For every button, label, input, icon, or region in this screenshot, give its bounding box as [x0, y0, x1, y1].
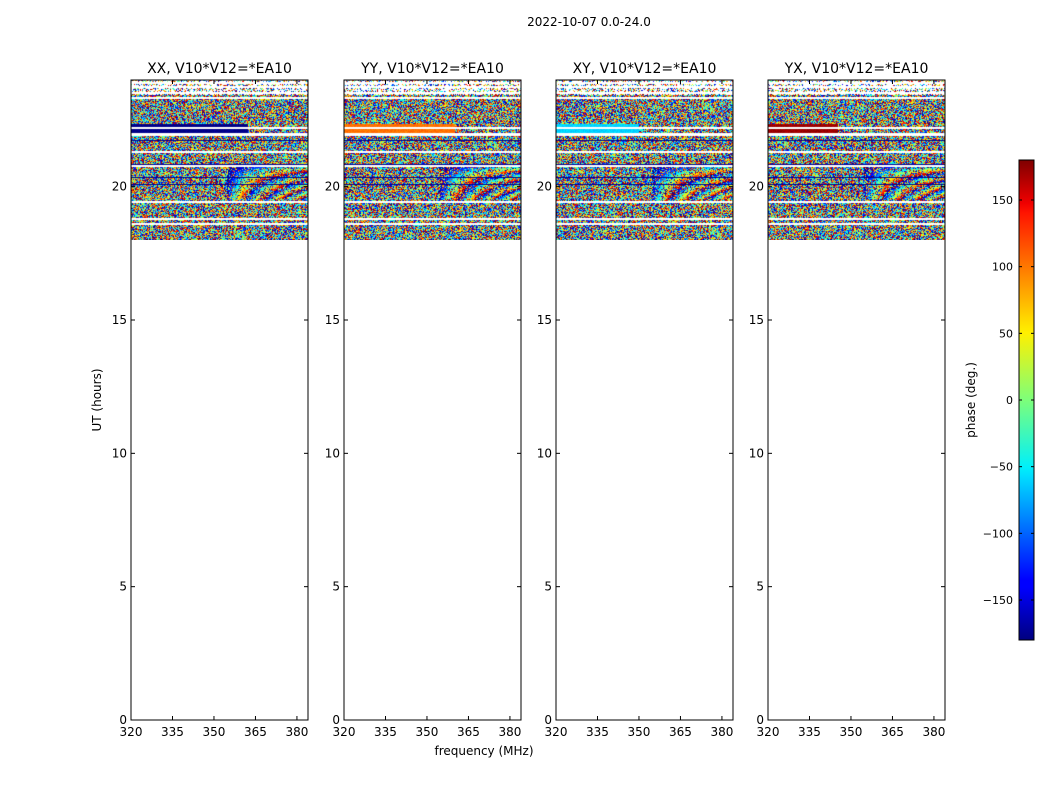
x-tick-label: 320: [757, 725, 780, 739]
x-tick-label: 350: [416, 725, 439, 739]
x-tick-label: 380: [710, 725, 733, 739]
panel-4: YX, V10*V12=*EA10 320 335 350 365 380 0 5 10 15 20: [749, 61, 946, 739]
panel-1: XX, V10*V12=*EA10 320 335 350 365 380 0 5 10 15 20: [112, 61, 309, 739]
y-tick-label: 5: [119, 580, 127, 594]
colorbar-tick-label: 50: [999, 327, 1013, 340]
colorbar-tick-label: 150: [992, 194, 1013, 207]
panel-3-title: XY, V10*V12=*EA10: [573, 61, 717, 77]
x-tick-label: 335: [586, 725, 609, 739]
y-tick-label: 5: [756, 580, 764, 594]
panel-2-heatmap: [344, 80, 521, 240]
y-tick-label: 10: [749, 446, 764, 460]
y-tick-label: 20: [749, 180, 764, 194]
colorbar-tick-label: 100: [992, 261, 1013, 274]
y-tick-label: 5: [332, 580, 340, 594]
y-tick-label: 10: [325, 446, 340, 460]
colorbar-tick-label: −150: [983, 594, 1013, 607]
x-tick-label: 365: [244, 725, 267, 739]
panel-4-frame: [767, 79, 946, 721]
colorbar-ticks: −150 −100 −50 0 50 100 150: [983, 194, 1034, 607]
x-tick-label: 380: [922, 725, 945, 739]
y-tick-label: 20: [112, 180, 127, 194]
x-tick-label: 350: [840, 725, 863, 739]
panel-2-title: YY, V10*V12=*EA10: [360, 61, 504, 77]
y-tick-label: 0: [544, 713, 552, 727]
x-tick-label: 350: [628, 725, 651, 739]
panel-3: XY, V10*V12=*EA10 320 335 350 365 380 0 5 10 15 20: [537, 61, 734, 739]
y-tick-label: 0: [119, 713, 127, 727]
x-tick-label: 380: [285, 725, 308, 739]
y-tick-label: 10: [537, 446, 552, 460]
y-tick-label: 15: [537, 313, 552, 327]
colorbar: −150 −100 −50 0 50 100 150 phase (deg.): [964, 159, 1035, 641]
x-tick-label: 320: [120, 725, 143, 739]
x-tick-label: 320: [545, 725, 568, 739]
panels-group: XX, V10*V12=*EA10 320 335 350 365 380 0 5 10 15 20…: [112, 61, 946, 739]
panel-4-title: YX, V10*V12=*EA10: [784, 61, 929, 77]
y-tick-label: 15: [112, 313, 127, 327]
panel-3-frame: [555, 79, 734, 721]
x-tick-label: 350: [203, 725, 226, 739]
colorbar-tick-label: 0: [1006, 394, 1013, 407]
y-axis-label: UT (hours): [90, 368, 104, 431]
y-tick-label: 20: [537, 180, 552, 194]
x-axis-label: frequency (MHz): [434, 744, 533, 758]
panel-3-heatmap: [556, 80, 733, 240]
panel-1-frame: [130, 79, 309, 721]
colorbar-tick-label: −50: [990, 461, 1013, 474]
x-tick-label: 365: [457, 725, 480, 739]
colorbar-label: phase (deg.): [964, 362, 978, 438]
y-tick-label: 15: [749, 313, 764, 327]
x-tick-label: 365: [881, 725, 904, 739]
panel-2-frame: [343, 79, 522, 721]
y-tick-label: 15: [325, 313, 340, 327]
suptitle: 2022-10-07 0.0-24.0: [527, 15, 651, 29]
x-tick-label: 320: [333, 725, 356, 739]
panel-4-heatmap: [768, 80, 945, 240]
panel-2: YY, V10*V12=*EA10 320 335 350 365 380 0 5 10 15 20: [325, 61, 522, 739]
colorbar-tick-label: −100: [983, 527, 1013, 540]
y-tick-label: 0: [756, 713, 764, 727]
y-tick-label: 20: [325, 180, 340, 194]
y-tick-label: 10: [112, 446, 127, 460]
panel-1-title: XX, V10*V12=*EA10: [147, 61, 292, 77]
x-tick-label: 380: [498, 725, 521, 739]
x-tick-label: 335: [374, 725, 397, 739]
x-tick-label: 335: [161, 725, 184, 739]
x-tick-label: 365: [669, 725, 692, 739]
y-tick-label: 0: [332, 713, 340, 727]
x-tick-label: 335: [798, 725, 821, 739]
y-tick-label: 5: [544, 580, 552, 594]
panel-1-heatmap: [131, 80, 308, 240]
